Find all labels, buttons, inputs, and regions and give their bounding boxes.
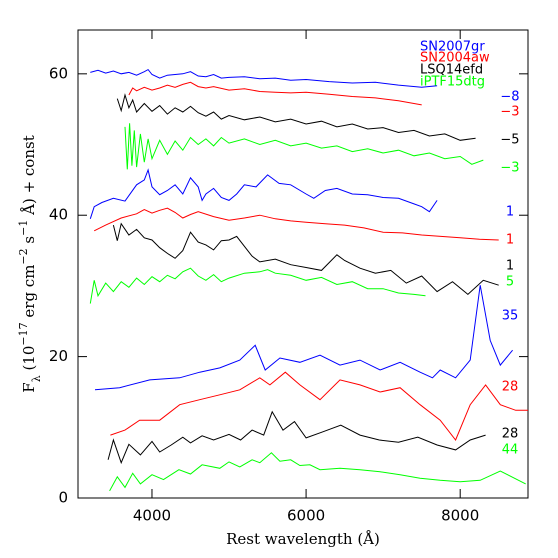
spectrum-line [109,452,526,492]
spectrum-line [128,81,422,106]
x-tick-label: 8000 [441,507,479,525]
spectrum-line [112,222,499,296]
phase-label: 1 [506,259,514,274]
phase-label: 1 [506,233,514,248]
phase-label: 35 [502,309,519,324]
phase-label: −8 [500,90,519,105]
y-axis-label-part: −17 [17,322,30,345]
spectrum-line [107,410,486,465]
y-axis-label-part: (10 [20,346,38,376]
spectrum-line [90,68,438,88]
spectrum-line [94,285,513,391]
y-axis-label-part: erg cm [20,265,38,323]
y-tick-label: 20 [49,347,68,365]
y-axis-label-part: s [20,236,38,248]
plot-frame [77,29,529,499]
x-axis-label: Rest wavelength (Å) [226,530,380,548]
x-tick-label: 6000 [287,507,325,525]
phase-label: 44 [502,443,519,458]
phase-label: 28 [502,380,519,395]
phase-label: −3 [500,105,519,120]
y-axis-label-part: λ [30,375,43,382]
spectrum-line [89,267,426,304]
spectrum-line [116,93,476,141]
legend-entry: SN2007gr [420,40,485,55]
spectrum-line [93,207,499,241]
y-tick-label: 60 [49,64,68,82]
legend-entry: LSQ14efd [420,63,483,78]
y-axis-label: Fλ (10−17 erg cm−2 s−1 Å) + const [17,135,43,392]
legend-entry: iPTF15dtg [420,75,485,90]
legend-entry: SN2004aw [420,51,490,66]
phase-label: 1 [506,205,514,220]
y-axis-label-part: F [20,382,38,392]
spectrum-line [89,168,438,219]
x-tick-label: 4000 [133,507,171,525]
spectra [89,68,528,492]
y-axis-label-part: Å) + const [20,135,38,219]
y-tick-label: 40 [49,206,68,224]
y-axis-label-part: −2 [17,248,30,264]
phase-label: −3 [500,161,519,176]
y-axis-label-part: −1 [17,220,30,236]
phase-label: 5 [506,275,514,290]
spectrum-line [124,123,484,170]
spectrum-line [110,371,528,441]
phase-label: −5 [500,133,519,148]
phase-label: 28 [502,427,519,442]
y-tick-label: 0 [58,489,68,507]
